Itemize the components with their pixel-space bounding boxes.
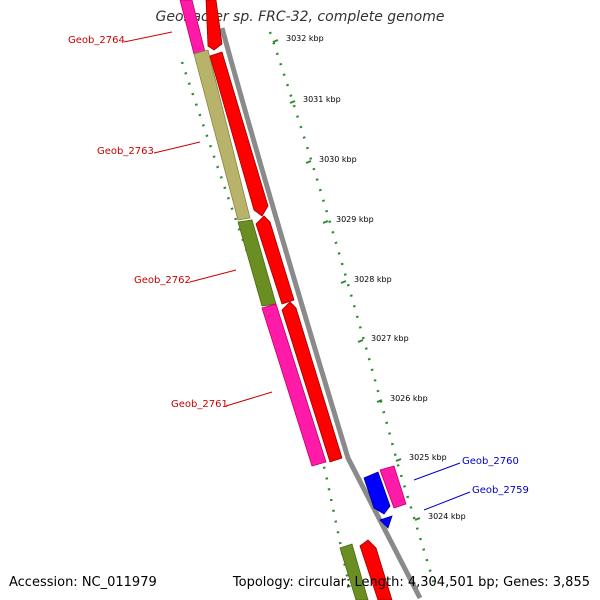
ruler-tick-label: 3027 kbp — [371, 334, 409, 343]
ruler-tick-mark — [395, 458, 402, 462]
forward-strand-genes — [205, 0, 393, 600]
outer-dotted-track — [268, 31, 438, 591]
ruler-tick-mark — [357, 339, 364, 343]
red-cds-1[interactable] — [205, 0, 223, 51]
ruler-tick-label: 3029 kbp — [336, 215, 374, 224]
ruler-tick-mark — [414, 517, 421, 521]
gene-block-geob-2760[interactable] — [363, 471, 391, 515]
ruler-tick-label: 3025 kbp — [409, 453, 447, 462]
gene-label[interactable]: Geob_2760 — [462, 456, 519, 467]
gene-block-geob-2761[interactable] — [261, 303, 327, 467]
gene-label-lines — [123, 31, 471, 511]
gene-block-geob-2759[interactable] — [379, 465, 407, 509]
genome-summary: Topology: circular; Length: 4,304,501 bp… — [232, 575, 590, 590]
small-genes — [363, 465, 407, 529]
red-cds-3[interactable] — [255, 215, 295, 305]
gene-block-bottom-olive[interactable] — [339, 543, 369, 600]
red-cds-bottom[interactable] — [359, 539, 393, 600]
accession-label: Accession: NC_011979 — [9, 575, 157, 590]
ruler-tick-label: 3031 kbp — [303, 95, 341, 104]
ruler-tick-label: 3026 kbp — [390, 394, 428, 403]
gene-label[interactable]: Geob_2764 — [68, 35, 125, 46]
ruler-tick-label: 3032 kbp — [286, 34, 324, 43]
gene-label[interactable]: Geob_2763 — [97, 146, 154, 157]
ruler-tick-mark — [376, 399, 383, 403]
red-cds-2[interactable] — [209, 51, 269, 217]
red-cds-4[interactable] — [281, 301, 343, 463]
ruler-tick-mark — [272, 39, 279, 43]
gene-label-connector — [123, 31, 173, 43]
ruler-tick-mark — [322, 220, 329, 224]
reverse-strand-genes — [179, 0, 369, 600]
gene-label-connector — [423, 491, 471, 511]
ruler-tick-mark — [305, 160, 312, 164]
gene-label[interactable]: Geob_2762 — [134, 275, 191, 286]
gene-label[interactable]: Geob_2761 — [171, 399, 228, 410]
ruler-tick-label: 3028 kbp — [354, 275, 392, 284]
map-title: Geobacter sp. FRC-32, complete genome — [155, 9, 445, 25]
ruler-tick-mark — [340, 280, 347, 284]
genome-backbone — [219, 27, 423, 600]
gene-label-connector — [225, 391, 273, 407]
ruler-tick-label: 3030 kbp — [319, 155, 357, 164]
gene-label[interactable]: Geob_2759 — [472, 485, 529, 496]
small-blue-arrow[interactable] — [379, 515, 393, 529]
gene-label-connector — [413, 462, 461, 481]
ruler-ticks — [272, 39, 421, 521]
ruler-tick-mark — [289, 100, 296, 104]
gene-block-geob-2764[interactable] — [179, 0, 206, 55]
gene-label-connector — [189, 269, 237, 283]
gene-block-geob-2763[interactable] — [193, 49, 251, 221]
gene-label-connector — [153, 141, 201, 154]
ruler-tick-label: 3024 kbp — [428, 512, 466, 521]
inner-dotted-track — [180, 61, 352, 591]
